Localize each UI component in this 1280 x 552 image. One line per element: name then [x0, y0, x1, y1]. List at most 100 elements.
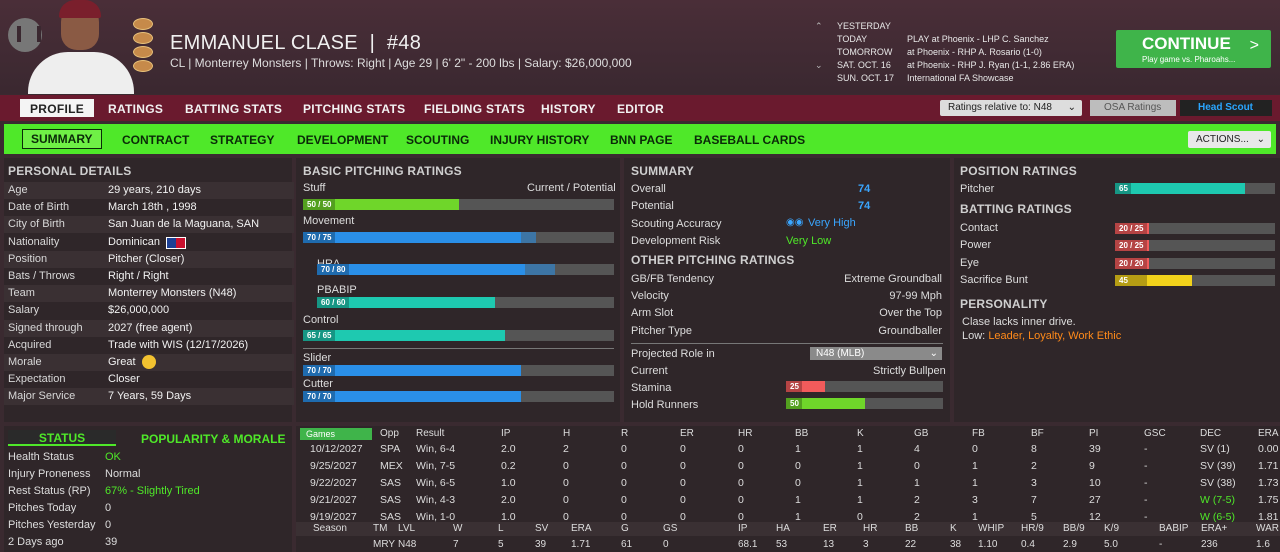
season-header[interactable]: W	[453, 523, 463, 534]
status-value: 67% - Slightly Tired	[105, 485, 200, 497]
continue-button[interactable]: CONTINUE Play game vs. Pharoahs... >	[1116, 30, 1271, 68]
schedule-scroll-icon[interactable]: ⌃ ⌄	[815, 21, 823, 70]
season-header[interactable]: HR/9	[1021, 523, 1044, 534]
season-header[interactable]: Season	[313, 523, 347, 534]
schedule-row[interactable]: YESTERDAY	[815, 20, 1075, 33]
tab-baseball-cards[interactable]: BASEBALL CARDS	[694, 133, 806, 147]
tab-bnn-page[interactable]: BNN PAGE	[610, 133, 673, 147]
tab-batting-stats[interactable]: BATTING STATS	[185, 102, 283, 116]
tab-development[interactable]: DEVELOPMENT	[297, 133, 389, 147]
column-header[interactable]: Opp	[380, 428, 399, 439]
overall-label: Overall	[631, 183, 666, 195]
column-header[interactable]: IP	[501, 428, 511, 439]
hold-runners-bar: 50	[786, 398, 943, 409]
game-cell: Win, 6-4	[416, 443, 456, 455]
season-header[interactable]: ERA+	[1201, 523, 1228, 534]
detail-value: March 18th , 1998	[108, 201, 197, 214]
schedule-game: International FA Showcase	[907, 73, 1014, 83]
other-rating-label: Pitcher Type	[631, 324, 692, 337]
tab-contract[interactable]: CONTRACT	[122, 133, 190, 147]
column-header[interactable]: BF	[1031, 428, 1044, 439]
season-header[interactable]: LVL	[398, 523, 416, 534]
rating-bar: 70 / 75	[303, 232, 614, 243]
column-header[interactable]: GB	[914, 428, 929, 439]
ratings-relative-select[interactable]: Ratings relative to: N48 ⌄	[940, 100, 1082, 116]
season-cell: 39	[535, 539, 547, 550]
head-scout-button[interactable]: Head Scout	[1180, 100, 1272, 116]
season-header[interactable]: TM	[373, 523, 388, 534]
game-cell: 0	[680, 511, 686, 523]
column-header[interactable]: Result	[416, 428, 445, 439]
tab-ratings[interactable]: RATINGS	[108, 102, 164, 116]
season-cell: N48	[398, 539, 417, 550]
game-cell: 1	[795, 494, 801, 506]
column-header[interactable]: FB	[972, 428, 985, 439]
schedule-day: TOMORROW	[837, 47, 893, 57]
column-header[interactable]: H	[563, 428, 571, 439]
schedule-row[interactable]: TOMORROW at Phoenix - RHP A. Rosario (1-0…	[815, 46, 1075, 59]
column-header[interactable]: HR	[738, 428, 753, 439]
season-header[interactable]: SV	[535, 523, 549, 534]
batting-rating-label: Sacrifice Bunt	[960, 273, 1028, 286]
column-header[interactable]: ERA	[1258, 428, 1279, 439]
divider	[631, 343, 943, 344]
tab-strategy[interactable]: STRATEGY	[210, 133, 275, 147]
season-header[interactable]: ERA	[571, 523, 592, 534]
season-header[interactable]: BB/9	[1063, 523, 1085, 534]
actions-dropdown[interactable]: ACTIONS... ⌄	[1188, 131, 1271, 148]
games-select[interactable]: Games	[300, 428, 372, 440]
tab-editor[interactable]: EDITOR	[617, 102, 664, 116]
tab-status[interactable]: STATUS	[8, 430, 116, 446]
column-header[interactable]: BB	[795, 428, 809, 439]
tab-popularity-morale[interactable]: POPULARITY & MORALE	[141, 432, 286, 446]
schedule-row[interactable]: TODAY PLAY at Phoenix - LHP C. Sanchez	[815, 33, 1075, 46]
tab-summary[interactable]: SUMMARY	[22, 129, 102, 149]
season-header[interactable]: WAR	[1256, 523, 1279, 534]
tab-profile[interactable]: PROFILE	[20, 99, 95, 117]
detail-value[interactable]: Monterrey Monsters (N48)	[108, 287, 237, 300]
column-header[interactable]: ER	[680, 428, 694, 439]
season-header[interactable]: K	[950, 523, 957, 534]
season-header[interactable]: ER	[823, 523, 837, 534]
detail-value: Closer	[108, 373, 140, 386]
season-header[interactable]: L	[498, 523, 504, 534]
column-header[interactable]: R	[621, 428, 629, 439]
tab-pitching-stats[interactable]: PITCHING STATS	[303, 102, 406, 116]
season-header[interactable]: G	[621, 523, 629, 534]
season-header[interactable]: HA	[776, 523, 790, 534]
tab-injury-history[interactable]: INJURY HISTORY	[490, 133, 590, 147]
column-header[interactable]: DEC	[1200, 428, 1222, 439]
tab-fielding-stats[interactable]: FIELDING STATS	[424, 102, 526, 116]
season-header[interactable]: K/9	[1104, 523, 1120, 534]
stuff-label: Stuff	[303, 182, 326, 194]
season-header[interactable]: HR	[863, 523, 878, 534]
season-header[interactable]: GS	[663, 523, 678, 534]
rating-label: Control	[303, 314, 339, 326]
detail-value[interactable]: Trade with WIS (12/17/2026)	[108, 338, 249, 351]
game-cell: 1.71	[1258, 460, 1279, 472]
season-header[interactable]: BB	[905, 523, 919, 534]
column-header[interactable]: K	[857, 428, 864, 439]
projected-role-select[interactable]: N48 (MLB) ⌄	[810, 347, 942, 360]
season-header[interactable]: WHIP	[978, 523, 1005, 534]
schedule-row[interactable]: SAT. OCT. 16 at Phoenix - RHP J. Ryan (1-…	[815, 59, 1075, 72]
game-cell: 2	[563, 443, 569, 455]
season-header[interactable]: BABIP	[1159, 523, 1189, 534]
game-cell: SPA	[380, 443, 401, 455]
awards-badges[interactable]	[130, 16, 156, 80]
column-header[interactable]: GSC	[1144, 428, 1166, 439]
game-cell: 5	[1031, 511, 1037, 523]
osa-ratings-button[interactable]: OSA Ratings	[1090, 100, 1176, 116]
game-cell: 0.00	[1258, 443, 1279, 455]
season-header[interactable]: IP	[738, 523, 748, 534]
tab-scouting[interactable]: SCOUTING	[406, 133, 470, 147]
schedule-row[interactable]: SUN. OCT. 17 International FA Showcase	[815, 72, 1075, 85]
tab-history[interactable]: HISTORY	[541, 102, 596, 116]
season-cell: MRY	[373, 539, 396, 550]
game-cell: 9/25/2027	[310, 460, 357, 472]
status-label: Rest Status (RP)	[8, 485, 91, 497]
column-header[interactable]: PI	[1089, 428, 1099, 439]
detail-row: Expectation Closer	[4, 371, 294, 388]
app-logo-icon[interactable]	[8, 18, 42, 52]
rating-label: PBABIP	[317, 284, 357, 296]
